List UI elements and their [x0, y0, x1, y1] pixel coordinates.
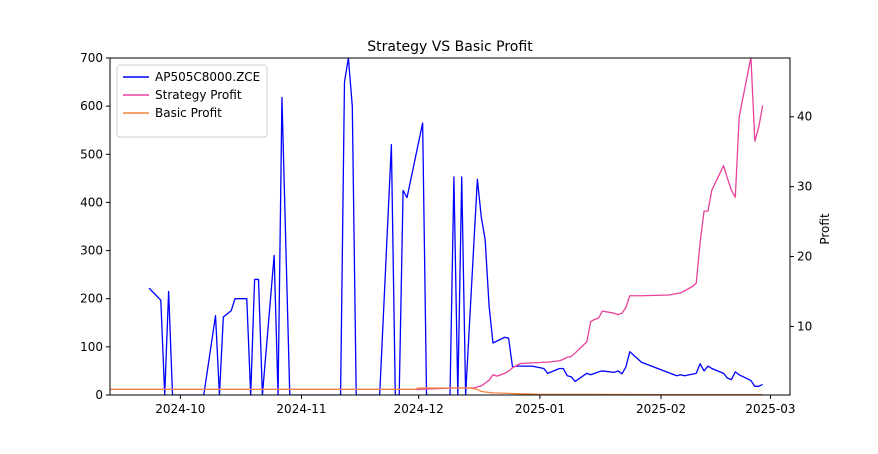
legend-box: [116, 64, 268, 138]
right-y-tick-label: 30: [797, 180, 812, 194]
left-y-tick-label: 300: [80, 244, 103, 258]
x-tick-label: 2025-02: [636, 402, 686, 416]
x-tick-label: 2025-03: [745, 402, 795, 416]
right-y-tick-label: 20: [797, 250, 812, 264]
left-y-tick-label: 400: [80, 195, 103, 209]
chart-title: Strategy VS Basic Profit: [367, 39, 533, 55]
series-line-basic-profit: [110, 387, 763, 395]
plot-frame: [109, 57, 791, 396]
left-y-tick-label: 700: [80, 51, 103, 65]
legend: AP505C8000.ZCE Strategy Profit Basic Profi…: [116, 64, 268, 138]
x-tick-label: 2024-11: [276, 402, 326, 416]
left-y-tick-label: 200: [80, 292, 103, 306]
legend-label-strategy-profit: Strategy Profit: [155, 88, 242, 102]
x-tick-label: 2025-01: [515, 402, 565, 416]
legend-label-basic-profit: Basic Profit: [155, 106, 222, 120]
right-y-tick-label: 10: [797, 319, 812, 333]
left-y-tick-label: 100: [80, 340, 103, 354]
x-tick-label: 2024-10: [155, 402, 205, 416]
left-y-tick-label: 0: [95, 388, 103, 402]
series-line-strategy-profit: [110, 58, 764, 391]
plot-area: 0 100 200 300 400 500 600 700 10 20 30 40 2024-10 202…: [80, 51, 812, 416]
left-y-tick-label: 500: [80, 147, 103, 161]
series-line-ap505c8000-zce: [148, 58, 763, 395]
right-axis-label: Profit: [818, 213, 832, 245]
legend-label-ap505c8000-zce: AP505C8000.ZCE: [155, 70, 260, 84]
x-tick-label: 2024-12: [394, 402, 444, 416]
left-y-tick-label: 600: [80, 99, 103, 113]
right-y-tick-label: 40: [797, 110, 812, 124]
